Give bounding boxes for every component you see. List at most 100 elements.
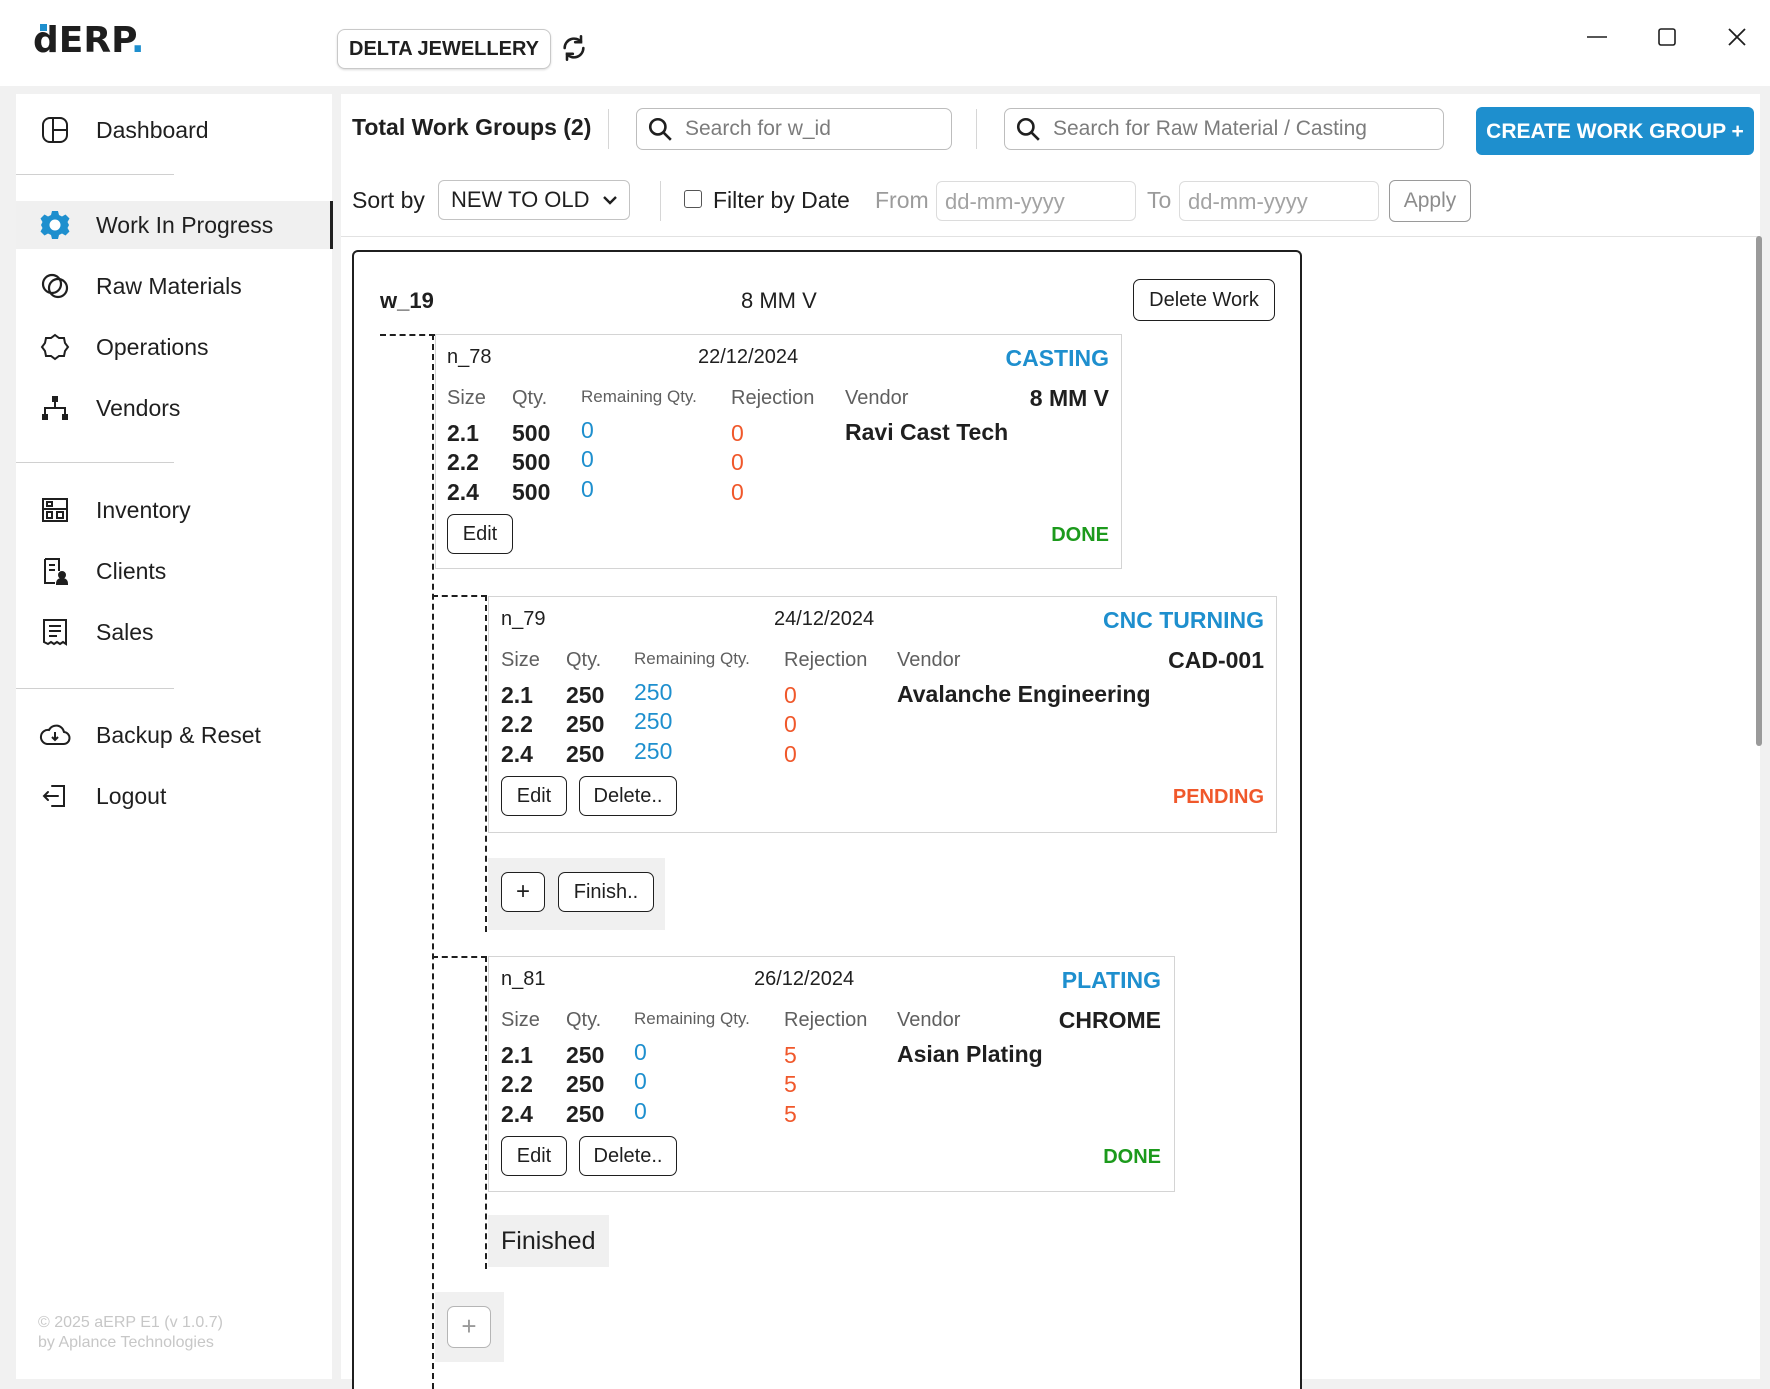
sort-select[interactable]: NEW TO OLD	[438, 180, 630, 220]
node-operation: CASTING	[1005, 345, 1110, 371]
delete-work-button[interactable]: Delete Work	[1133, 279, 1275, 321]
node-id: n_78	[447, 346, 492, 368]
copyright-notice: © 2025 aERP E1 (v 1.0.7) by Aplance Tech…	[38, 1313, 223, 1353]
row-size: 2.1	[447, 420, 479, 446]
refresh-icon[interactable]	[560, 34, 588, 62]
tree-connector	[432, 595, 487, 597]
row-remaining: 0	[634, 1039, 647, 1065]
row-rejection: 0	[784, 682, 797, 708]
row-qty: 250	[566, 711, 605, 737]
sidebar-divider	[16, 462, 174, 463]
row-remaining: 0	[581, 476, 594, 502]
scrollbar[interactable]	[1756, 236, 1762, 746]
row-rejection: 5	[784, 1101, 797, 1127]
delete-node-button[interactable]: Delete..	[579, 776, 677, 816]
sidebar-item-label: Clients	[96, 557, 167, 584]
rejection-header: Rejection	[731, 387, 815, 409]
finished-box	[488, 1215, 609, 1267]
node-operation: CNC TURNING	[1103, 607, 1264, 633]
sidebar-item-dashboard[interactable]: Dashboard	[16, 106, 332, 154]
qty-header: Qty.	[566, 1009, 602, 1031]
inventory-icon	[38, 493, 72, 527]
edit-button[interactable]: Edit	[501, 776, 567, 816]
row-size: 2.2	[501, 1071, 533, 1097]
row-rejection: 5	[784, 1071, 797, 1097]
add-node-button[interactable]: +	[501, 872, 545, 912]
row-size: 2.1	[501, 1042, 533, 1068]
sidebar-item-logout[interactable]: Logout	[16, 772, 332, 820]
row-remaining: 250	[634, 708, 673, 734]
row-remaining: 0	[634, 1068, 647, 1094]
logo-suffix: .	[130, 20, 145, 61]
from-date-input[interactable]	[937, 182, 1145, 222]
row-qty: 500	[512, 479, 551, 505]
row-remaining: 250	[634, 679, 673, 705]
close-icon[interactable]	[1722, 22, 1752, 52]
add-root-node-button[interactable]: +	[447, 1306, 491, 1348]
node-id: n_79	[501, 608, 546, 630]
gear-icon	[38, 208, 72, 242]
node-status: PENDING	[1172, 786, 1264, 808]
sidebar-item-inventory[interactable]: Inventory	[16, 486, 332, 534]
row-rejection: 5	[784, 1042, 797, 1068]
copyright-line: by Aplance Technologies	[38, 1334, 214, 1351]
row-rejection: 0	[731, 420, 744, 446]
filter-by-date-checkbox[interactable]	[684, 190, 702, 208]
row-rejection: 0	[784, 711, 797, 737]
row-qty: 250	[566, 1101, 605, 1127]
row-rejection: 0	[731, 449, 744, 475]
apply-button[interactable]: Apply	[1389, 180, 1471, 222]
row-rejection: 0	[784, 741, 797, 767]
filter-by-date-label: Filter by Date	[713, 187, 850, 213]
node-card	[435, 334, 1122, 569]
sidebar-item-raw-materials[interactable]: Raw Materials	[16, 262, 332, 310]
sidebar-item-sales[interactable]: Sales	[16, 608, 332, 656]
cloud-icon	[38, 718, 72, 752]
company-selector[interactable]: DELTA JEWELLERY	[337, 29, 551, 69]
vendor-header: Vendor	[897, 1009, 961, 1031]
sidebar-item-clients[interactable]: Clients	[16, 547, 332, 595]
remaining-header: Remaining Qty.	[634, 649, 750, 668]
node-spec: CHROME	[1058, 1007, 1161, 1033]
row-qty: 250	[566, 741, 605, 767]
row-size: 2.4	[447, 479, 479, 505]
finish-button[interactable]: Finish..	[558, 872, 654, 912]
row-remaining: 0	[581, 446, 594, 472]
finished-label: Finished	[501, 1227, 596, 1255]
remaining-header: Remaining Qty.	[634, 1009, 750, 1028]
search-raw-input[interactable]	[1051, 116, 1406, 142]
maximize-icon[interactable]	[1652, 22, 1682, 52]
chevron-down-icon	[603, 196, 617, 205]
vendors-icon	[38, 391, 72, 425]
search-icon	[648, 117, 672, 141]
edit-button[interactable]: Edit	[447, 514, 513, 554]
remaining-header: Remaining Qty.	[581, 387, 697, 406]
to-date-field	[1179, 181, 1388, 222]
to-date-input[interactable]	[1180, 182, 1388, 222]
delete-node-button[interactable]: Delete..	[579, 1136, 677, 1176]
row-rejection: 0	[731, 479, 744, 505]
node-operation: PLATING	[1061, 967, 1161, 993]
sales-icon	[38, 615, 72, 649]
search-wid-input[interactable]	[683, 116, 939, 142]
title-bar	[0, 0, 1770, 86]
dashboard-icon	[38, 113, 72, 147]
to-label: To	[1147, 187, 1172, 213]
rejection-header: Rejection	[784, 649, 868, 671]
toolbar-separator	[976, 109, 977, 149]
minimize-icon[interactable]	[1582, 22, 1612, 52]
row-size: 2.2	[447, 449, 479, 475]
sidebar-item-backup-reset[interactable]: Backup & Reset	[16, 711, 332, 759]
search-wid-box	[636, 108, 952, 150]
sidebar-item-work-in-progress[interactable]: Work In Progress	[16, 201, 333, 249]
sidebar-item-vendors[interactable]: Vendors	[16, 384, 332, 432]
sidebar-divider	[16, 174, 174, 175]
tree-connector	[432, 334, 434, 1389]
search-raw-box	[1004, 108, 1444, 150]
node-id: n_81	[501, 968, 546, 990]
sidebar-item-operations[interactable]: Operations	[16, 323, 332, 371]
create-work-group-button[interactable]: CREATE WORK GROUP +	[1476, 107, 1754, 155]
edit-button[interactable]: Edit	[501, 1136, 567, 1176]
row-remaining: 0	[634, 1098, 647, 1124]
node-status: DONE	[1051, 524, 1109, 546]
